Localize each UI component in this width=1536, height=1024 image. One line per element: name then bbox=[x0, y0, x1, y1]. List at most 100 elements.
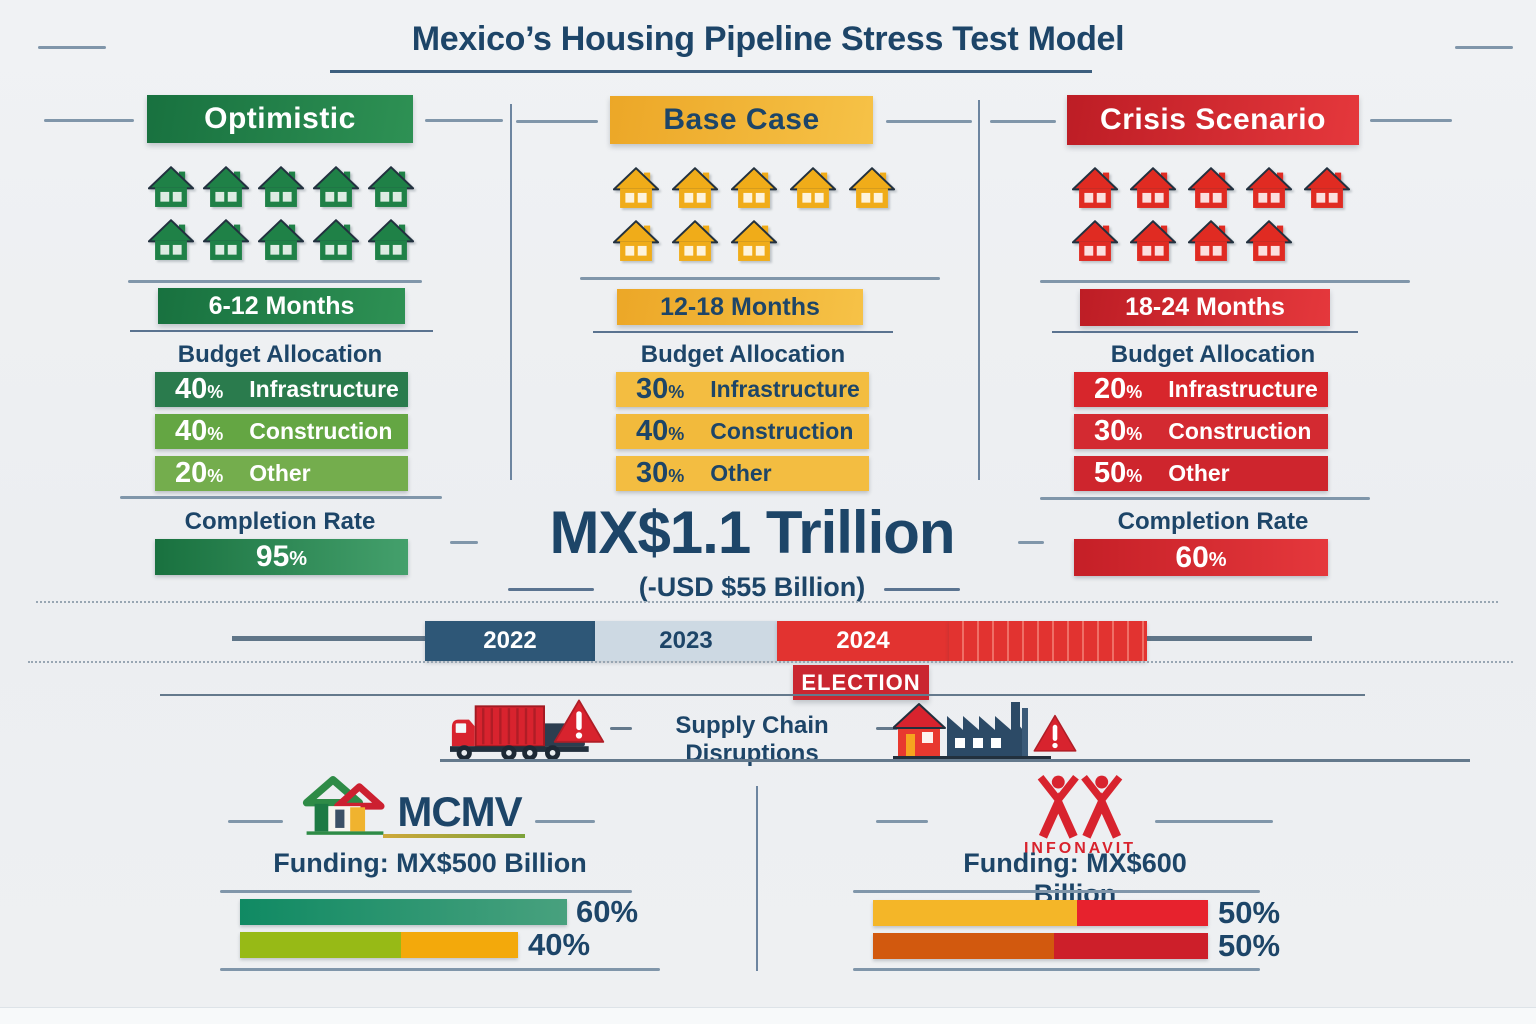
crisis-separator bbox=[1040, 280, 1410, 283]
mcmv-bars-bottom-line bbox=[220, 968, 660, 971]
infonavit-bars-top-line bbox=[853, 890, 1260, 893]
house-icon bbox=[672, 220, 718, 261]
house-icon bbox=[258, 219, 304, 260]
basecase-timeframe: 12-18 Months bbox=[617, 289, 863, 325]
budget-suffix: % bbox=[1126, 465, 1143, 486]
mcmv-flank-left bbox=[228, 820, 283, 823]
house-icon bbox=[1130, 167, 1176, 208]
crisis-timeframe: 18-24 Months bbox=[1080, 289, 1330, 326]
crisis-flank-right bbox=[1370, 119, 1452, 122]
house-icon bbox=[1072, 220, 1118, 261]
optimistic-houses-row-2 bbox=[148, 216, 414, 265]
budget-value: 40 bbox=[636, 415, 669, 447]
crisis-separator-2 bbox=[1040, 497, 1370, 500]
crisis-budget-construction: 30% Construction bbox=[1074, 414, 1328, 449]
infonavit-bar-1-pct: 50% bbox=[1218, 895, 1281, 930]
completion-value: 95 bbox=[255, 540, 290, 573]
disruption-dash-right bbox=[876, 727, 898, 730]
basecase-budget-infrastructure: 30% Infrastructure bbox=[616, 372, 869, 407]
basecase-houses-row-2 bbox=[613, 217, 777, 266]
budget-label: Other bbox=[710, 460, 772, 486]
house-icon bbox=[203, 219, 249, 260]
infonavit-logo-icon bbox=[1037, 774, 1123, 839]
total-dash-right bbox=[1018, 541, 1044, 544]
basecase-budget-construction: 40% Construction bbox=[616, 414, 869, 449]
house-icon bbox=[613, 220, 659, 261]
budget-value: 30 bbox=[1094, 415, 1127, 447]
house-icon bbox=[613, 167, 659, 208]
timeline-segment-2023: 2023 bbox=[595, 621, 777, 661]
house-icon bbox=[731, 220, 777, 261]
budget-value: 20 bbox=[1094, 373, 1127, 405]
infonavit-flank-left bbox=[876, 820, 928, 823]
supply-chain-top-line bbox=[160, 694, 1365, 696]
house-icon bbox=[672, 167, 718, 208]
optimistic-timeframe: 6-12 Months bbox=[158, 288, 405, 324]
crisis-houses-row-1 bbox=[1072, 164, 1350, 213]
basecase-budget-other: 30% Other bbox=[616, 456, 869, 491]
house-icon bbox=[1188, 220, 1234, 261]
infonavit-bar-2 bbox=[873, 933, 1208, 959]
budget-label: Infrastructure bbox=[1168, 376, 1318, 402]
mcmv-logo-text: MCMV bbox=[397, 788, 522, 835]
mcmv-flank-right bbox=[535, 820, 595, 823]
optimistic-flank-right bbox=[425, 119, 503, 122]
crisis-budget-heading: Budget Allocation bbox=[1110, 341, 1316, 368]
house-icon bbox=[1304, 167, 1350, 208]
budget-label: Infrastructure bbox=[710, 376, 860, 402]
disruption-label: Supply Chain Disruptions bbox=[675, 712, 829, 767]
disruption-dash-left bbox=[610, 727, 632, 730]
programs-divider bbox=[756, 786, 758, 971]
budget-label: Other bbox=[249, 460, 311, 486]
budget-value: 30 bbox=[636, 457, 669, 489]
column-divider-right bbox=[978, 100, 980, 480]
house-icon bbox=[1246, 167, 1292, 208]
optimistic-budget-other: 20% Other bbox=[155, 456, 408, 491]
optimistic-budget-infrastructure: 40% Infrastructure bbox=[155, 372, 408, 407]
completion-suffix: % bbox=[1208, 548, 1227, 571]
mcmv-funding: Funding: MX$500 Billion bbox=[273, 848, 587, 878]
basecase-flank-right bbox=[886, 120, 972, 123]
completion-value: 60 bbox=[1175, 540, 1209, 574]
basecase-budget-heading: Budget Allocation bbox=[640, 341, 846, 368]
title-flank-line-left bbox=[38, 46, 106, 49]
scenario-header-optimistic: Optimistic bbox=[147, 95, 413, 143]
crisis-budget-other: 50% Other bbox=[1074, 456, 1328, 491]
optimistic-houses-row-1 bbox=[148, 163, 414, 212]
mcmv-logo-icon bbox=[302, 776, 385, 835]
infonavit-bar-1 bbox=[873, 900, 1208, 926]
budget-suffix: % bbox=[1126, 381, 1143, 402]
optimistic-budget-heading: Budget Allocation bbox=[177, 341, 383, 368]
house-icon bbox=[368, 219, 414, 260]
house-icon bbox=[203, 166, 249, 207]
budget-suffix: % bbox=[207, 465, 224, 486]
budget-suffix: % bbox=[668, 381, 685, 402]
basecase-separator bbox=[580, 277, 940, 280]
budget-suffix: % bbox=[207, 381, 224, 402]
crisis-budget-infrastructure: 20% Infrastructure bbox=[1074, 372, 1328, 407]
budget-suffix: % bbox=[668, 423, 685, 444]
optimistic-budget-construction: 40% Construction bbox=[155, 414, 408, 449]
total-amount: MX$1.1 Trillion bbox=[549, 499, 955, 566]
house-icon bbox=[313, 219, 359, 260]
crisis-flank-left bbox=[990, 120, 1056, 123]
scenario-header-crisis: Crisis Scenario bbox=[1067, 95, 1359, 145]
house-icon bbox=[731, 167, 777, 208]
basecase-timeframe-underline bbox=[593, 331, 893, 333]
house-icon bbox=[1130, 220, 1176, 261]
house-icon bbox=[849, 167, 895, 208]
budget-suffix: % bbox=[207, 423, 224, 444]
mcmv-logo-underline bbox=[383, 834, 525, 838]
crisis-completion-heading: Completion Rate bbox=[1117, 508, 1309, 535]
budget-value: 50 bbox=[1094, 457, 1127, 489]
optimistic-separator bbox=[128, 280, 422, 283]
budget-label: Construction bbox=[710, 418, 854, 444]
optimistic-completion-bar: 95% bbox=[155, 539, 408, 575]
house-icon bbox=[1072, 167, 1118, 208]
usd-flank-right bbox=[884, 588, 960, 591]
budget-value: 40 bbox=[175, 415, 208, 447]
warning-triangle-icon bbox=[553, 699, 605, 743]
budget-label: Infrastructure bbox=[249, 376, 399, 402]
mcmv-bar-1-pct: 60% bbox=[576, 894, 639, 929]
